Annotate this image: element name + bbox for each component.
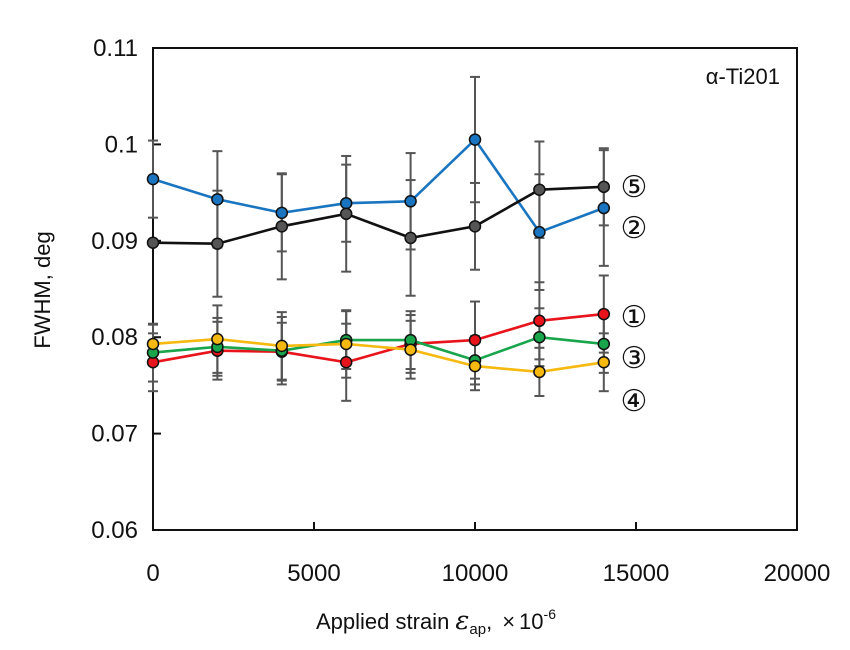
y-tick-label: 0.1 [105, 131, 138, 158]
data-point [597, 201, 611, 215]
data-point [597, 356, 611, 369]
data-point [533, 183, 546, 196]
data-point [211, 193, 224, 206]
series-label: ⑤ [621, 170, 648, 205]
data-point [275, 339, 289, 353]
y-tick-label: 0.06 [91, 517, 138, 544]
data-point [404, 231, 417, 245]
data-point [146, 172, 160, 186]
x-tick-label: 0 [146, 560, 159, 587]
series-label: ④ [621, 384, 648, 419]
x-tick-label: 10000 [442, 560, 509, 587]
series-line [152, 137, 605, 234]
x-tick-label: 15000 [603, 560, 670, 587]
series-label: ② [621, 211, 648, 246]
y-tick-label: 0.09 [91, 228, 138, 255]
series-label: ① [621, 300, 648, 335]
data-point [146, 337, 160, 351]
data-point [404, 195, 417, 208]
x-tick-label: 5000 [287, 560, 340, 587]
data-point [404, 343, 417, 356]
data-point [146, 236, 160, 249]
data-point [275, 220, 289, 233]
x-axis-title: Applied strain εap, × 10-6 [316, 606, 556, 638]
series-label: ③ [621, 341, 648, 376]
x-axis-title-subscript: ap [469, 621, 486, 638]
data-point [597, 337, 611, 351]
x-axis-title-exponent: -6 [544, 606, 557, 622]
series-labels: ① ② ③ ④ ⑤ [621, 170, 648, 419]
data-point [533, 365, 546, 379]
series-line [152, 312, 604, 364]
series-line [152, 185, 604, 246]
data-point [468, 333, 482, 347]
x-axis-title-comma: , [486, 609, 492, 634]
data-point [468, 359, 482, 373]
data-point [468, 133, 482, 146]
data-point [533, 314, 546, 328]
data-point [211, 332, 224, 346]
data-point [339, 356, 353, 369]
x-axis-title-base: 10 [519, 609, 543, 634]
data-point [339, 207, 353, 221]
data-point [275, 206, 289, 220]
data-point [211, 237, 224, 250]
series-line [152, 335, 604, 362]
series-lines [152, 137, 605, 374]
data-point [597, 180, 611, 194]
axes: 0.06 0.07 0.08 0.09 0.1 0.11 0 5000 10000 15000 20… [91, 35, 830, 587]
sample-annotation: α-Ti201 [706, 64, 780, 89]
data-point [597, 307, 611, 321]
x-axis-title-main: Applied strain [316, 609, 455, 634]
y-axis-title: FWHM, deg [30, 231, 55, 348]
data-point [533, 225, 546, 239]
y-tick-label: 0.07 [91, 421, 138, 448]
series-line [152, 337, 604, 374]
y-tick-label: 0.08 [91, 324, 138, 351]
x-axis-title-times: × [502, 609, 515, 634]
x-axis-title-symbol: ε [455, 606, 469, 636]
series-markers [146, 133, 611, 379]
y-tick-label: 0.11 [93, 35, 138, 62]
data-point [339, 337, 353, 351]
data-point [533, 330, 546, 344]
data-point [468, 220, 482, 233]
x-tick-label: 20000 [764, 560, 831, 587]
data-point [339, 196, 353, 210]
